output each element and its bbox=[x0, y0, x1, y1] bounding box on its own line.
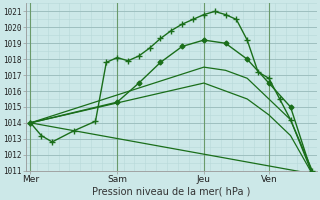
X-axis label: Pression niveau de la mer( hPa ): Pression niveau de la mer( hPa ) bbox=[92, 187, 251, 197]
